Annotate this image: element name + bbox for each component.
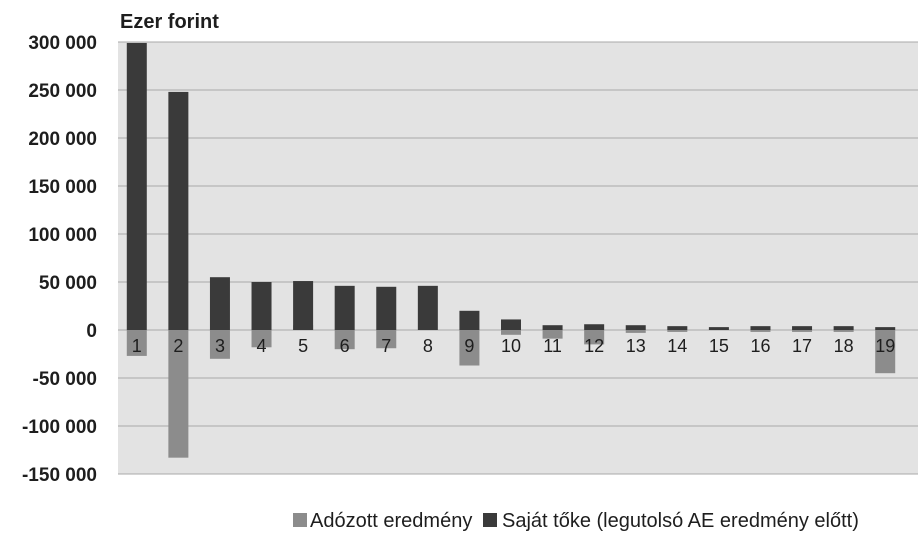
bar-adozott-eredmeny	[376, 330, 397, 349]
bar-sajat-toke	[584, 324, 605, 330]
legend-label-sajat-toke: Saját tőke (legutolsó AE eredmény előtt)	[502, 510, 859, 532]
bar-adozott-eredmeny	[875, 330, 896, 374]
y-tick-label: -150 000	[22, 465, 97, 486]
bar-sajat-toke	[833, 326, 854, 330]
bar-sajat-toke	[376, 286, 397, 330]
legend-label-adozott: Adózott eredmény	[310, 510, 472, 532]
bar-adozott-eredmeny	[584, 330, 605, 345]
bar-sajat-toke	[708, 327, 729, 330]
bars	[126, 42, 896, 458]
bar-adozott-eredmeny	[459, 330, 480, 366]
bar-sajat-toke	[459, 310, 480, 330]
x-tick-label: 5	[298, 336, 308, 356]
bar-adozott-eredmeny	[126, 330, 147, 356]
y-tick-label: 250 000	[28, 81, 97, 102]
bar-sajat-toke	[334, 285, 355, 330]
x-tick-label: 1	[132, 336, 142, 356]
legend: Adózott eredmény Saját tőke (legutolsó A…	[293, 510, 859, 532]
legend-swatch-sajat-toke	[483, 513, 497, 527]
x-axis-ticks: 1 2 3 4 5 6 7 8 9 10 11 12 13 14 15 16 17 18 19	[132, 336, 895, 356]
x-tick-label: 2	[173, 336, 183, 356]
x-tick-label: 18	[834, 336, 854, 356]
x-tick-label: 15	[709, 336, 729, 356]
y-tick-label: 300 000	[28, 33, 97, 54]
bar-sajat-toke	[168, 91, 189, 330]
x-tick-label: 9	[464, 336, 474, 356]
bar-adozott-eredmeny	[542, 330, 563, 339]
x-tick-label: 12	[584, 336, 604, 356]
bar-adozott-eredmeny	[750, 330, 771, 332]
x-tick-label: 6	[340, 336, 350, 356]
bar-adozott-eredmeny	[667, 330, 688, 332]
y-axis-ticks: 300 000 250 000 200 000 150 000 100 000 50 00…	[22, 33, 97, 486]
bar-sajat-toke	[417, 285, 438, 330]
y-unit-label: Ezer forint	[120, 11, 219, 33]
x-tick-label: 13	[626, 336, 646, 356]
x-tick-label: 4	[257, 336, 267, 356]
bar-adozott-eredmeny	[209, 330, 230, 359]
bar-adozott-eredmeny	[251, 330, 272, 348]
x-tick-label: 14	[667, 336, 687, 356]
y-tick-label: -50 000	[33, 369, 97, 390]
x-tick-label: 3	[215, 336, 225, 356]
bar-adozott-eredmeny	[792, 330, 813, 332]
x-tick-label: 10	[501, 336, 521, 356]
y-tick-label: 100 000	[28, 225, 97, 246]
bar-sajat-toke	[501, 319, 521, 330]
y-tick-label: 0	[86, 321, 97, 342]
legend-swatch-adozott	[293, 513, 307, 527]
bar-sajat-toke	[792, 326, 813, 330]
bar-sajat-toke	[667, 326, 688, 330]
y-tick-label: 200 000	[28, 129, 97, 150]
bar-sajat-toke	[209, 277, 230, 330]
bar-sajat-toke	[625, 325, 646, 330]
plot-background	[118, 42, 918, 474]
bar-adozott-eredmeny	[168, 330, 189, 458]
bar-sajat-toke	[293, 281, 314, 330]
x-tick-label: 16	[750, 336, 770, 356]
x-tick-label: 17	[792, 336, 812, 356]
x-tick-label: 19	[875, 336, 895, 356]
bar-sajat-toke	[875, 327, 896, 330]
bar-adozott-eredmeny	[833, 330, 854, 332]
y-tick-label: -100 000	[22, 417, 97, 438]
bar-sajat-toke	[750, 326, 771, 330]
x-tick-label: 11	[543, 336, 562, 356]
y-tick-label: 50 000	[39, 273, 97, 294]
bar-adozott-eredmeny	[501, 330, 521, 335]
x-tick-label: 7	[381, 336, 391, 356]
bar-sajat-toke	[251, 282, 272, 330]
bar-adozott-eredmeny	[334, 330, 355, 350]
bar-sajat-toke	[542, 325, 563, 330]
x-tick-label: 8	[423, 336, 433, 356]
gridlines	[118, 41, 918, 475]
bar-adozott-eredmeny	[625, 330, 646, 333]
bar-sajat-toke	[126, 42, 147, 331]
y-tick-label: 150 000	[28, 177, 97, 198]
